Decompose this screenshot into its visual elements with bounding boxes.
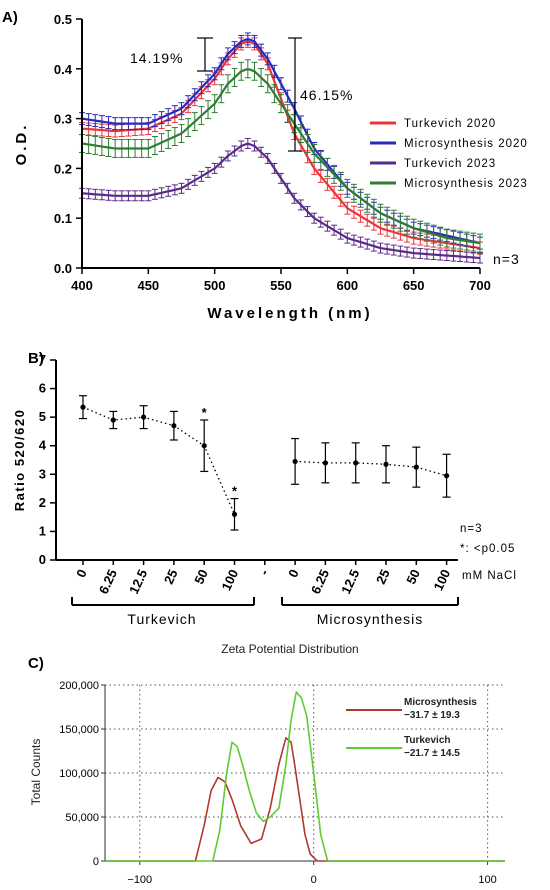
chart-b-xtick-label: 100 (431, 567, 454, 593)
data-point (171, 423, 177, 429)
panel-label-a: A) (2, 9, 18, 26)
chart-a-ytick-label: 0.0 (54, 261, 72, 276)
annotation-46pct: 46.15% (300, 87, 353, 103)
chart-b-xtick-label: - (256, 567, 271, 577)
chart-b-series: ** (79, 395, 451, 531)
series-microsynthesis-2023-line (81, 68, 481, 245)
chart-b-ylabel: Ratio 520/620 (12, 409, 27, 512)
chart-c-legend: Microsynthesis −31.7 ± 19.3 Turkevich −21.7… (346, 697, 477, 759)
chart-c-ytick-label: 100,000 (59, 768, 99, 780)
annotation-n3-b: n=3 (460, 523, 483, 535)
chart-b-xtick-label: 12.5 (338, 567, 362, 596)
chart-a: 400 450 500 550 600 650 700 0.0 0.1 0.2 0.3 0.4 0.5… (13, 12, 528, 322)
chart-b-unit-label: mM NaCl (462, 570, 517, 582)
chart-a-ytick-label: 0.1 (54, 211, 72, 226)
chart-c-ytick-label: 150,000 (59, 724, 99, 736)
data-point (353, 460, 359, 466)
series-microsynthesis-2023-errorbars (79, 59, 483, 253)
data-point (322, 460, 328, 466)
group-label-turkevich: Turkevich (127, 611, 196, 627)
chart-b-xtick-label: 50 (403, 567, 423, 586)
data-point (383, 461, 389, 467)
series-turkevich-line (105, 691, 505, 862)
chart-a-xtick-label: 450 (137, 278, 159, 293)
panel-label-c: C) (28, 655, 44, 672)
legend-stat-turkevich: −21.7 ± 14.5 (404, 748, 460, 759)
legend-label-turkevich-2023: Turkevich 2023 (404, 158, 496, 170)
chart-c-xtick-label: −100 (127, 874, 152, 886)
legend-label-microsynthesis-2023: Microsynthesis 2023 (404, 178, 528, 190)
chart-a-ytick-label: 0.5 (54, 12, 72, 27)
annotation-significance: *: <p0.05 (460, 543, 515, 555)
chart-b-xtick-label: 12.5 (126, 567, 150, 596)
chart-b-xtick-label: 0 (285, 567, 302, 580)
significance-star: * (202, 405, 208, 420)
chart-c-title: Zeta Potential Distribution (221, 642, 358, 656)
legend-label-turkevich: Turkevich (404, 735, 451, 746)
chart-a-ytick-label: 0.3 (54, 112, 72, 127)
chart-a-xtick-label: 600 (336, 278, 358, 293)
chart-a-xlabel: Wavelength (nm) (207, 305, 372, 322)
panel-label-b: B) (28, 350, 44, 367)
chart-c-xtick-label: 100 (478, 874, 496, 886)
bracket-14pct (197, 37, 213, 72)
chart-c-ytick-label: 0 (93, 856, 99, 868)
chart-b-ytick-label: 5 (39, 409, 46, 424)
data-point (110, 417, 116, 423)
chart-a-xtick-label: 650 (403, 278, 425, 293)
chart-c-ytick-label: 200,000 (59, 680, 99, 692)
chart-b-ytick-label: 1 (39, 523, 46, 538)
chart-b-xtick-label: 50 (191, 567, 211, 586)
legend-label-microsynthesis: Microsynthesis (404, 697, 477, 708)
annotation-14pct: 14.19% (130, 50, 183, 66)
chart-b-xtick-label: 25 (161, 567, 181, 586)
data-point (292, 458, 298, 465)
series-turkevich-2023-line (81, 142, 481, 260)
chart-b-ytick-label: 4 (39, 438, 47, 453)
series-microsynthesis-line (105, 737, 505, 862)
legend-label-turkevich-2020: Turkevich 2020 (404, 118, 496, 130)
data-point (444, 473, 450, 479)
chart-a-xtick-label: 700 (469, 278, 491, 293)
annotation-n3-a: n=3 (493, 251, 520, 267)
chart-b-ytick-label: 7 (39, 352, 46, 367)
data-point (141, 414, 147, 420)
chart-a-series (79, 32, 483, 264)
chart-a-xtick-label: 500 (204, 278, 226, 293)
group-label-microsynthesis: Microsynthesis (317, 611, 424, 627)
chart-b-xtick-label: 25 (373, 567, 393, 586)
chart-b-xtick-label: 6.25 (308, 567, 332, 596)
chart-a-xtick-label: 550 (270, 278, 292, 293)
data-point (80, 404, 86, 410)
bracket-46pct (288, 37, 302, 152)
chart-a-xtick-label: 400 (71, 278, 93, 293)
chart-b-xtick-label: 0 (73, 567, 90, 580)
data-point (201, 443, 207, 449)
group-bracket-turkevich (71, 597, 255, 606)
legend-stat-microsynthesis: −31.7 ± 19.3 (404, 710, 460, 721)
legend-label-microsynthesis-2020: Microsynthesis 2020 (404, 138, 528, 150)
chart-b-ytick-label: 3 (39, 466, 46, 481)
series-microsynthesis-trend (295, 460, 447, 477)
chart-a-ytick-label: 0.4 (54, 62, 73, 77)
chart-b-xtick-label: 6.25 (96, 567, 120, 596)
data-point (231, 511, 238, 517)
chart-b-xtick-label: 100 (218, 567, 241, 593)
chart-a-ytick-label: 0.2 (54, 161, 72, 176)
significance-star: * (232, 484, 238, 499)
chart-c-series (105, 691, 505, 862)
chart-b-ytick-label: 6 (39, 381, 46, 396)
chart-c: Zeta Potential Distribution 0 50,000 100,0… (29, 642, 505, 886)
chart-c-ylabel: Total Counts (29, 739, 43, 806)
series-turkevich-trend (82, 406, 236, 515)
chart-c-ytick-label: 50,000 (65, 812, 99, 824)
data-point (413, 464, 419, 470)
group-bracket-microsynthesis (281, 597, 459, 606)
chart-a-legend: Turkevich 2020 Microsynthesis 2020 Turkevi… (370, 118, 528, 190)
chart-b-ytick-label: 0 (39, 552, 46, 567)
chart-c-xtick-label: 0 (311, 874, 317, 886)
chart-b-ytick-label: 2 (39, 495, 46, 510)
chart-a-ylabel: O.D. (13, 123, 30, 166)
